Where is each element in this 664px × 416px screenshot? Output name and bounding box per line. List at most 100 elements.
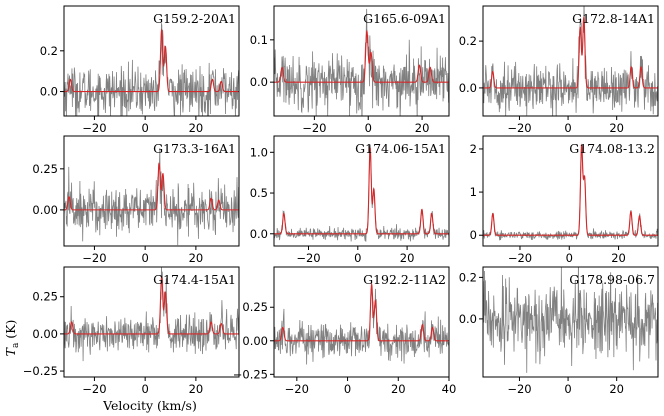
panel-title: G178.98-06.7: [569, 272, 655, 287]
panel: −20 0 20 40 −0.25 0.00 0.25 G192.2-11A2: [233, 266, 457, 396]
panel: −20 0 20 0.0 0.1 G165.6-09A1: [250, 5, 450, 135]
x-tick-label: −20: [285, 382, 309, 396]
x-tick-label: 20: [611, 251, 626, 265]
panel-title: G174.4-15A1: [153, 272, 236, 287]
observed-spectrum: [64, 267, 239, 362]
x-tick-label: 0: [141, 382, 148, 396]
x-tick-label: 20: [609, 382, 624, 396]
panel: −20 0 20 0 1 2 G174.08-13.2: [470, 135, 659, 265]
y-tick-label: 0.25: [32, 290, 58, 304]
y-tick-label: 0: [470, 228, 477, 242]
x-tick-label: −20: [302, 121, 326, 135]
y-tick-label: 2: [470, 142, 477, 156]
panel-frame: [482, 5, 659, 117]
panel-title: G174.08-13.2: [569, 141, 655, 156]
x-tick-label: 20: [391, 382, 406, 396]
model-fit: [64, 28, 239, 93]
panel-title: G159.2-20A1: [153, 11, 236, 26]
model-fit: [483, 15, 658, 89]
x-tick-label: 0: [141, 121, 148, 135]
y-tick-label: 0.25: [242, 300, 268, 314]
model-fit: [274, 146, 449, 235]
x-axis-label: Velocity (km/s): [102, 398, 197, 413]
observed-spectrum: [274, 8, 449, 116]
x-tick-label: −20: [507, 382, 531, 396]
x-tick-label: 0: [365, 121, 372, 135]
panel-frame: [63, 5, 240, 117]
model-fit: [64, 275, 239, 335]
y-tick-label: 1: [470, 185, 477, 199]
x-tick-label: −20: [507, 121, 531, 135]
x-tick-label: 20: [609, 121, 624, 135]
y-tick-label: 0.00: [242, 334, 268, 348]
x-tick-label: 20: [189, 382, 204, 396]
observed-spectrum: [483, 267, 658, 373]
x-tick-label: 0: [141, 251, 148, 265]
x-tick-label: −20: [508, 251, 532, 265]
panel-frame: [63, 266, 240, 378]
y-tick-label: 0.0: [250, 75, 268, 89]
x-tick-label: −20: [296, 251, 320, 265]
y-tick-label: 0.0: [250, 227, 268, 241]
panel-frame: [273, 5, 450, 117]
observed-spectrum: [274, 144, 449, 242]
x-tick-label: 0: [566, 251, 573, 265]
x-tick-label: 20: [400, 251, 415, 265]
panel-frame: [273, 266, 450, 378]
panel-title: G174.06-15A1: [355, 141, 446, 156]
y-tick-label: 0.1: [250, 33, 268, 47]
y-tick-label: 0.0: [459, 312, 477, 326]
model-fit: [64, 162, 239, 211]
observed-spectrum: [64, 147, 239, 246]
panel-title: G173.3-16A1: [153, 141, 236, 156]
y-tick-label: −0.25: [233, 367, 268, 381]
y-axis-label-unit: (K): [3, 320, 18, 343]
x-tick-label: 20: [189, 251, 204, 265]
y-tick-label: 0.00: [32, 203, 58, 217]
x-tick-label: −20: [82, 382, 106, 396]
model-fit: [274, 282, 449, 342]
panel: −20 0 20 0.0 0.2 G178.98-06.7: [459, 266, 659, 396]
x-tick-label: 40: [442, 382, 457, 396]
y-tick-label: 1.0: [250, 145, 268, 159]
y-tick-label: 0.2: [40, 44, 58, 58]
y-tick-label: 0.25: [32, 162, 58, 176]
panel-title: G165.6-09A1: [363, 11, 446, 26]
observed-spectrum: [274, 288, 449, 365]
panel-title: G192.2-11A2: [363, 272, 446, 287]
y-axis-label-main: T: [3, 346, 18, 356]
panel-title: G172.8-14A1: [572, 11, 655, 26]
panel-frame: [63, 135, 240, 247]
x-tick-label: 0: [344, 382, 351, 396]
panel: −20 0 20 0.0 0.5 1.0 G174.06-15A1: [250, 135, 450, 265]
y-tick-label: 0.0: [40, 85, 58, 99]
y-tick-label: 0.2: [459, 270, 477, 284]
panel-frame: [273, 135, 450, 247]
x-tick-label: 0: [564, 382, 571, 396]
panel: −20 0 20 0.0 0.2 G172.8-14A1: [459, 5, 659, 135]
x-tick-label: 0: [354, 251, 361, 265]
observed-spectrum: [64, 23, 239, 116]
y-tick-label: 0.5: [250, 186, 268, 200]
panel-frame: [482, 135, 659, 247]
x-tick-label: −20: [82, 121, 106, 135]
model-fit: [483, 143, 658, 236]
y-tick-label: 0.2: [459, 34, 477, 48]
observed-spectrum: [483, 146, 658, 241]
y-tick-label: 0.00: [32, 327, 58, 341]
panel-frame: [482, 266, 659, 378]
y-tick-label: 0.0: [459, 81, 477, 95]
x-tick-label: −20: [82, 251, 106, 265]
x-tick-label: 0: [564, 121, 571, 135]
x-tick-label: 20: [189, 121, 204, 135]
y-axis-label: Ta (K): [3, 320, 21, 357]
x-tick-label: 20: [415, 121, 430, 135]
panel: −20 0 20 −0.25 0.00 0.25 G174.4-15A1: [23, 266, 240, 396]
y-axis-label-sub: a: [11, 342, 21, 348]
panel: −20 0 20 0.0 0.2 G159.2-20A1: [40, 5, 240, 135]
y-tick-label: −0.25: [23, 364, 58, 378]
panel: −20 0 20 0.00 0.25 G173.3-16A1: [32, 135, 240, 265]
model-fit: [274, 29, 449, 83]
